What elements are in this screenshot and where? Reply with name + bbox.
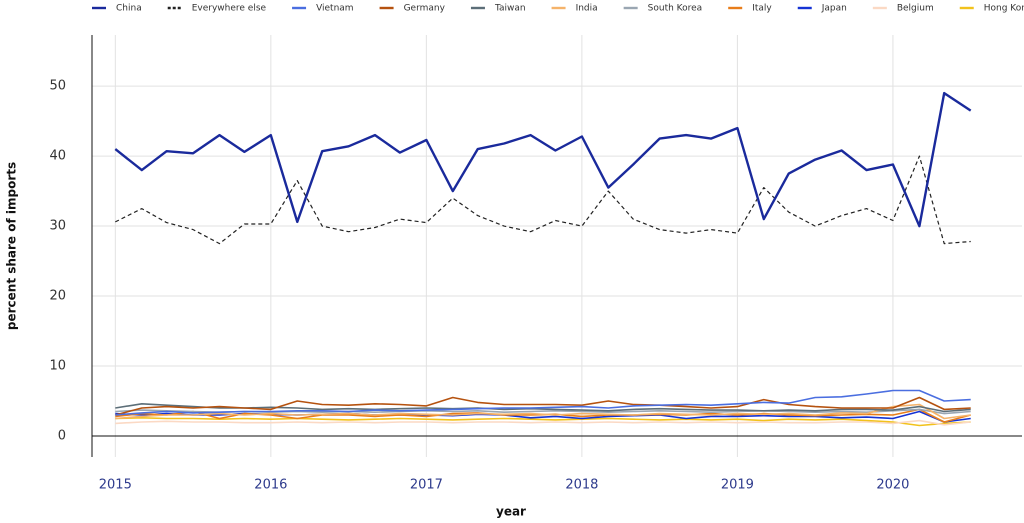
y-tick-label: 10: [49, 359, 66, 374]
legend-label: Taiwan: [494, 4, 526, 14]
y-tick-label: 0: [58, 429, 66, 444]
legend-label: Germany: [404, 4, 446, 14]
series-line: [115, 419, 971, 426]
legend-label: India: [576, 4, 598, 14]
x-axis-title: year: [496, 505, 526, 519]
legend-label: China: [116, 4, 142, 14]
series-line: [115, 417, 971, 427]
series-line: [114, 91, 972, 228]
x-tick-label: 2019: [721, 478, 754, 493]
y-tick-label: 30: [49, 219, 66, 234]
x-tick-label: 2018: [565, 478, 598, 493]
y-tick-label: 20: [49, 289, 66, 304]
y-axis-title: percent share of imports: [5, 162, 19, 330]
x-tick-label: 2020: [876, 478, 909, 493]
y-tick-label: 50: [49, 79, 66, 94]
x-tick-label: 2015: [99, 478, 132, 493]
series-line: [115, 403, 971, 420]
series-line: [115, 396, 971, 416]
series-line: [115, 389, 971, 416]
y-tick-label: 40: [49, 149, 66, 164]
legend-label: Italy: [752, 4, 772, 14]
legend-label: Hong Kong: [984, 4, 1024, 14]
legend-label: South Korea: [648, 4, 703, 14]
legend-label: Everywhere else: [192, 4, 267, 14]
legend-label: Belgium: [897, 4, 934, 14]
legend-label: Japan: [821, 4, 847, 14]
x-tick-label: 2017: [410, 478, 443, 493]
x-tick-label: 2016: [254, 478, 287, 493]
series-line: [115, 155, 971, 245]
series-line: [115, 403, 971, 413]
legend-label: Vietnam: [316, 4, 354, 14]
